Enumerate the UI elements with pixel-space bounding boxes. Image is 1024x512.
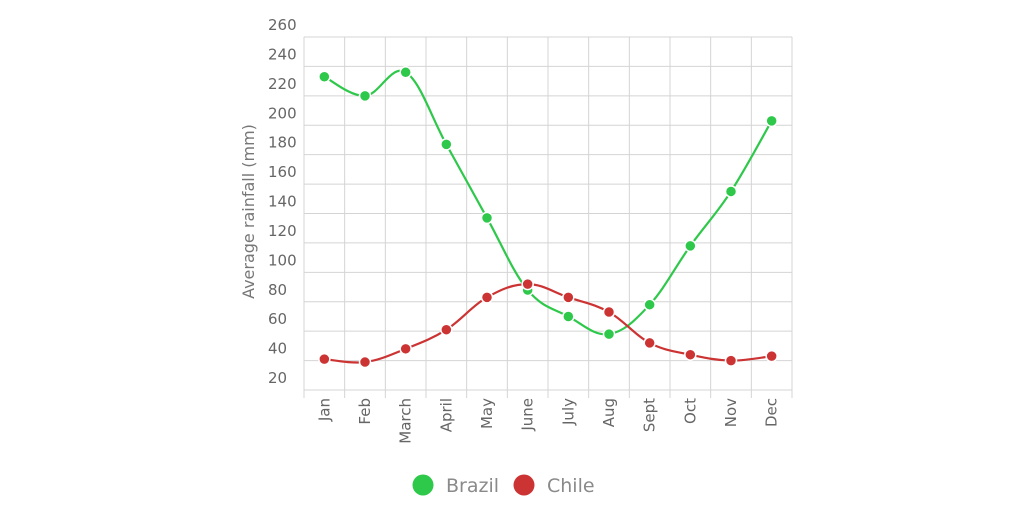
data-point-brazil[interactable] <box>724 185 738 198</box>
legend-label-brazil: Brazil <box>446 475 499 497</box>
x-axis-tick-labels: Jan Feb March April May June July Aug Sept Oct Nov… <box>315 398 780 444</box>
x-tick-label: July <box>559 398 577 426</box>
data-point-brazil[interactable] <box>602 327 616 341</box>
y-tick-label: 40 <box>268 340 287 358</box>
data-point-brazil[interactable] <box>358 89 372 103</box>
grid-layer <box>303 36 793 398</box>
data-point-brazil[interactable] <box>562 310 575 323</box>
x-tick-label: April <box>437 398 455 432</box>
legend-label-chile: Chile <box>547 475 595 497</box>
y-tick-label: 140 <box>268 193 297 211</box>
legend-marker-brazil <box>412 474 434 496</box>
x-tick-label: May <box>478 398 496 429</box>
data-point-chile[interactable] <box>318 352 331 366</box>
y-tick-label: 180 <box>268 134 297 152</box>
x-tick-label: June <box>519 398 537 432</box>
legend-marker-chile <box>513 474 535 496</box>
x-tick-label: Aug <box>600 398 618 427</box>
x-tick-label: Oct <box>681 398 699 424</box>
data-point-chile[interactable] <box>765 349 778 363</box>
data-point-chile[interactable] <box>399 342 412 356</box>
data-point-chile[interactable] <box>358 355 372 369</box>
y-tick-label: 80 <box>268 281 287 299</box>
y-tick-label: 20 <box>268 369 287 387</box>
data-point-chile[interactable] <box>724 354 738 367</box>
x-tick-label: Feb <box>356 398 374 425</box>
x-tick-label: March <box>397 398 415 444</box>
series-chile <box>318 277 778 369</box>
x-tick-label: Sept <box>641 398 659 432</box>
data-point-brazil[interactable] <box>440 138 453 151</box>
data-point-brazil[interactable] <box>765 114 778 128</box>
y-tick-label: 60 <box>268 310 287 328</box>
x-tick-label: Dec <box>763 398 781 427</box>
data-point-brazil[interactable] <box>643 298 656 311</box>
y-tick-label: 160 <box>268 163 297 181</box>
y-tick-label: 100 <box>268 251 297 269</box>
data-point-chile[interactable] <box>521 277 534 291</box>
series-brazil <box>318 66 778 341</box>
y-tick-label: 260 <box>268 16 297 34</box>
y-tick-label: 220 <box>268 75 297 93</box>
x-tick-label: Jan <box>315 398 333 422</box>
y-tick-label: 240 <box>268 45 297 63</box>
data-point-brazil[interactable] <box>318 70 331 83</box>
data-point-chile[interactable] <box>643 336 656 350</box>
data-point-brazil[interactable] <box>684 239 697 253</box>
data-point-brazil[interactable] <box>399 66 412 79</box>
y-tick-label: 200 <box>268 104 297 122</box>
x-tick-label: Nov <box>722 398 740 427</box>
data-point-chile[interactable] <box>684 348 697 361</box>
data-point-chile[interactable] <box>480 291 494 304</box>
data-point-chile[interactable] <box>440 323 453 336</box>
legend: Brazil Chile <box>412 474 595 498</box>
series-layer <box>318 66 778 369</box>
data-point-chile[interactable] <box>562 291 575 304</box>
legend-item-brazil[interactable]: Brazil <box>412 474 500 498</box>
y-axis-title: Average rainfall (mm) <box>239 124 258 299</box>
data-point-brazil[interactable] <box>480 211 494 225</box>
legend-item-chile[interactable]: Chile <box>513 474 595 498</box>
y-tick-label: 120 <box>268 222 297 240</box>
y-axis-tick-labels: 20 40 60 80 100 120 140 160 180 200 220 240 260 <box>268 16 297 387</box>
data-point-chile[interactable] <box>602 305 616 319</box>
